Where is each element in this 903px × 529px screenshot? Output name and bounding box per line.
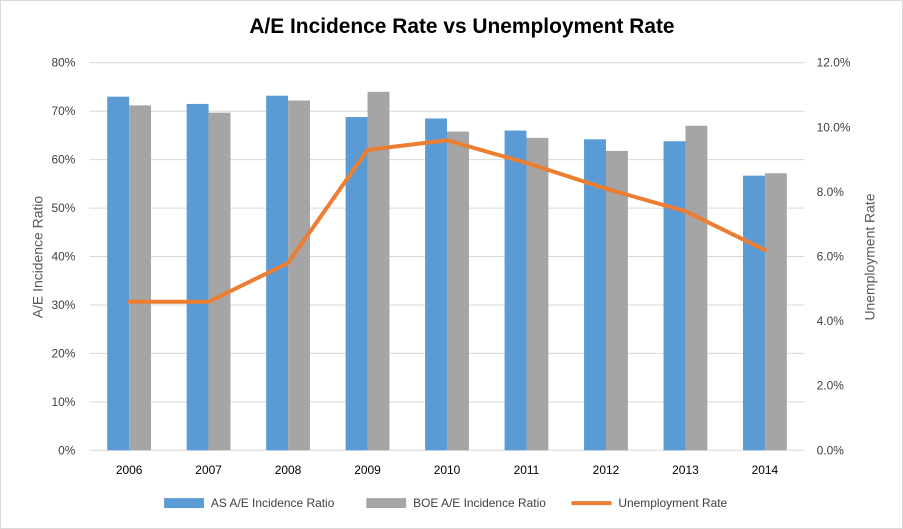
bar [208,112,231,451]
x-tick-label: 2013 [672,463,699,477]
bar [288,100,310,451]
y2-tick-label: 10.0% [817,120,851,134]
bar [367,91,390,451]
x-tick-label: 2007 [195,463,222,477]
x-tick-label: 2008 [275,463,302,477]
y2-tick-label: 8.0% [817,185,845,199]
x-tick-label: 2011 [514,463,540,477]
bar [605,150,628,451]
bar [526,137,549,451]
y-axis-title: A/E Incidence Ratio [30,196,46,319]
chart-title: A/E Incidence Rate vs Unemployment Rate [249,15,674,38]
right-axis-ticks: 0.0% 2.0% 4.0% 6.0% 8.0% 10.0% 12.0% [817,56,851,458]
y2-tick-label: 6.0% [817,250,845,264]
bar [504,130,527,451]
legend-label: AS A/E Incidence Ratio [211,496,335,510]
left-axis-ticks: 0% 10% 20% 30% 40% 50% 60% 70% 80% [52,56,76,458]
bar [584,139,606,451]
y-tick-label: 50% [52,201,76,215]
legend-label: BOE A/E Incidence Ratio [413,496,546,510]
bar [266,95,289,451]
bar [685,125,708,451]
y2-tick-label: 12.0% [817,56,851,70]
x-tick-label: 2010 [434,463,461,477]
x-tick-label: 2009 [354,463,381,477]
bar [764,173,787,451]
legend-swatch [366,498,407,509]
bar [663,141,686,451]
legend: AS A/E Incidence Ratio BOE A/E Incidence … [164,496,728,510]
x-tick-label: 2012 [593,463,620,477]
y-tick-label: 80% [52,56,76,70]
series-line [127,138,767,304]
y-tick-label: 0% [58,443,76,457]
bar [447,131,469,451]
bar [743,175,765,451]
bars [107,91,787,451]
bar [425,118,448,451]
y2-tick-label: 4.0% [817,314,845,328]
x-tick-label: 2006 [116,463,143,477]
y2-tick-label: 2.0% [817,379,845,393]
y-tick-label: 40% [52,250,76,264]
x-tick-label: 2014 [752,463,779,477]
y-tick-label: 20% [52,346,76,360]
bar [107,96,130,451]
y2-tick-label: 0.0% [817,443,845,457]
legend-swatch [164,498,204,509]
y-tick-label: 30% [52,298,76,312]
bar [345,117,368,451]
unemployment-line [127,138,767,304]
y-tick-label: 10% [52,395,76,409]
x-axis-ticks: 2006 2007 2008 2009 2010 2011 2012 2013 2014 [116,463,779,477]
y-tick-label: 70% [52,104,76,118]
legend-label: Unemployment Rate [618,496,727,510]
bar [129,105,152,451]
bar [186,103,209,451]
y2-axis-title: Unemployment Rate [861,193,877,320]
y-tick-label: 60% [52,153,76,167]
